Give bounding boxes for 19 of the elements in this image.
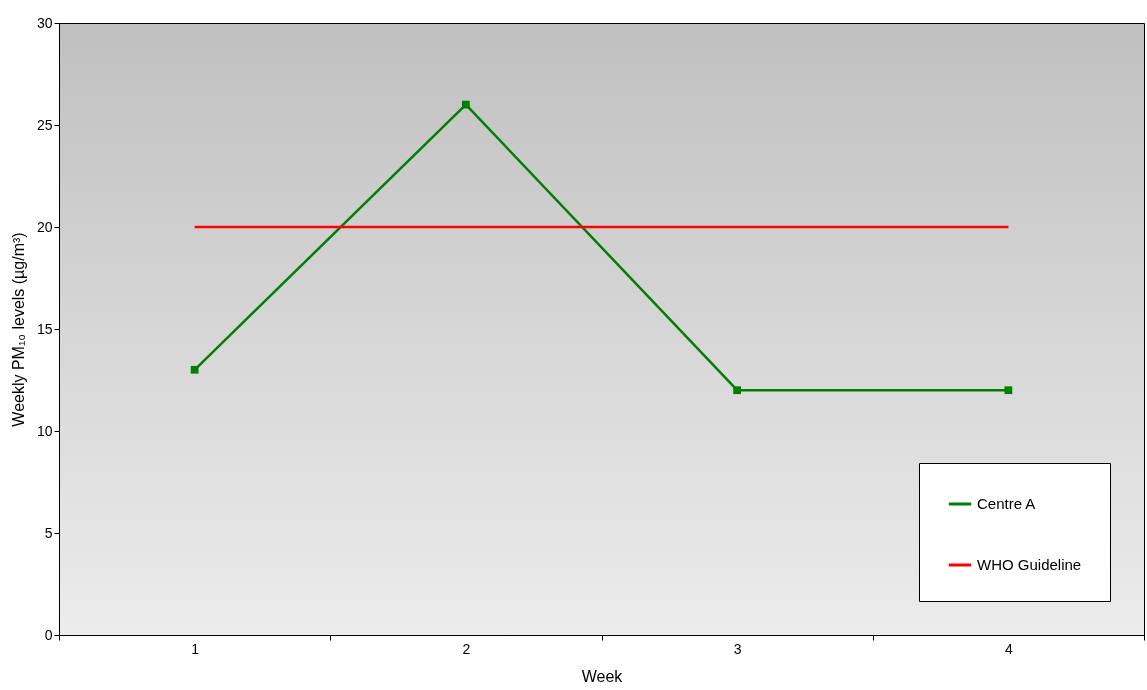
legend-label: WHO Guideline [977, 556, 1082, 573]
y-tick-label: 0 [44, 626, 53, 643]
y-tick-label: 25 [36, 116, 53, 133]
y-tick-label: 5 [44, 524, 53, 541]
y-tick-label: 20 [36, 218, 53, 235]
y-tick-label: 30 [36, 14, 53, 31]
x-tick-label: 3 [733, 640, 742, 657]
legend-label: Centre A [977, 495, 1036, 512]
point [1004, 386, 1013, 395]
x-axis-title: Week [581, 667, 624, 685]
point [733, 386, 741, 395]
x-tick-label: 2 [462, 640, 471, 657]
y-tick-label: 15 [36, 320, 53, 337]
x-tick-label: 1 [191, 640, 200, 657]
point [462, 100, 470, 109]
point [190, 365, 199, 374]
y-axis-title: Weekly PM₁₀ levels (µg/m³) [9, 232, 27, 427]
x-tick-label: 4 [1004, 640, 1013, 657]
y-tick-label: 10 [36, 422, 53, 439]
